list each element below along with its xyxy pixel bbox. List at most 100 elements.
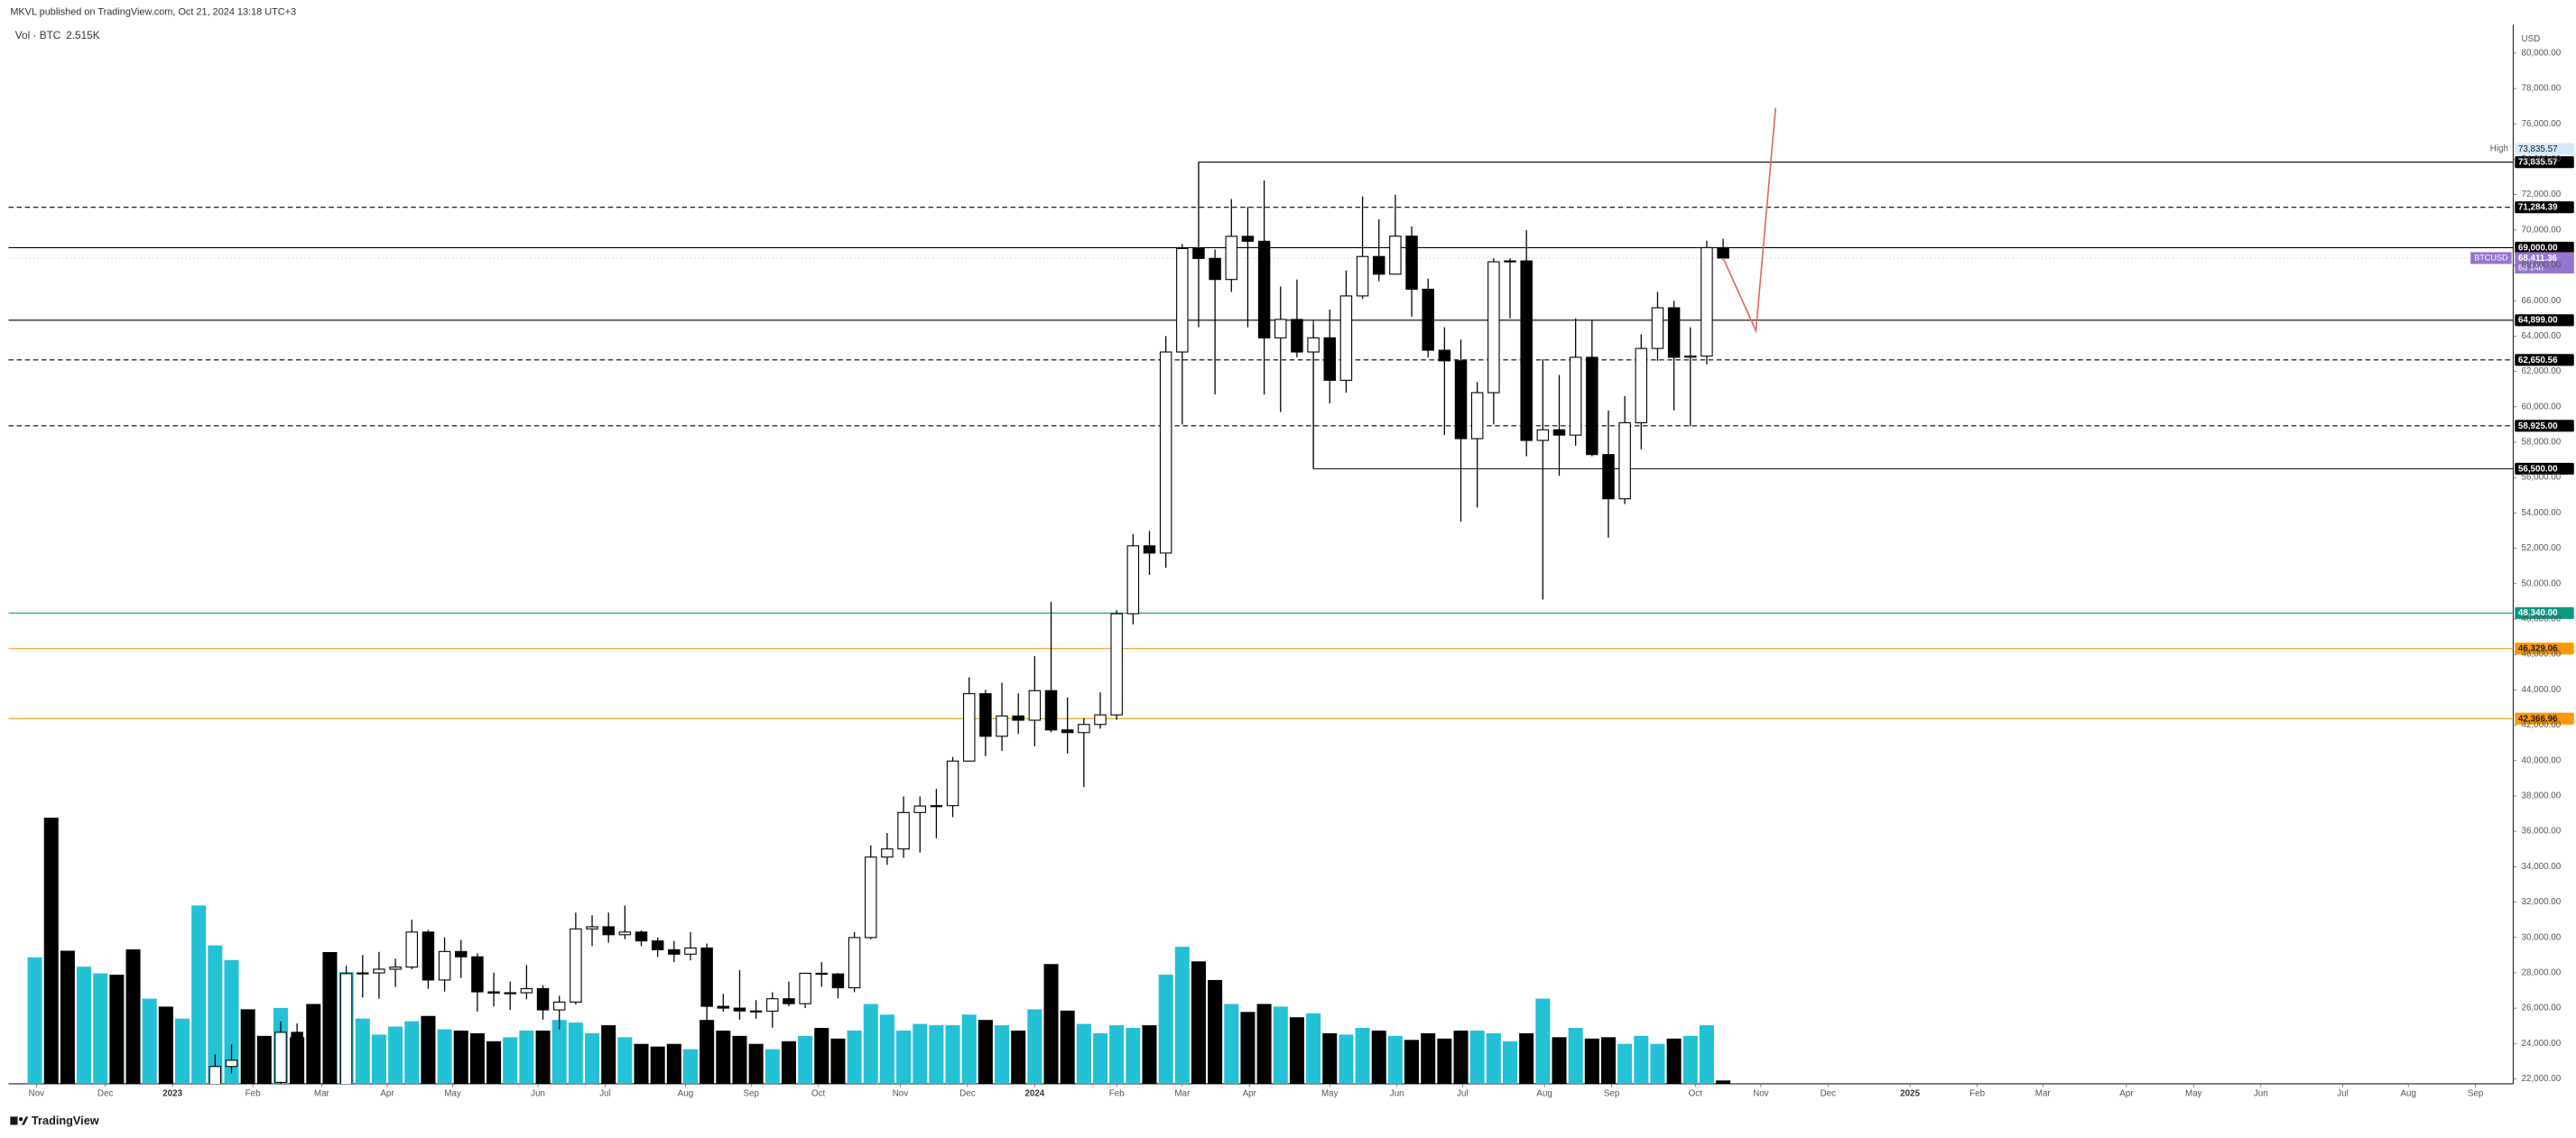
candle-body: [1291, 319, 1303, 353]
volume-bar: [1617, 1043, 1633, 1084]
volume-bar: [913, 1023, 928, 1084]
candle-body: [881, 848, 894, 858]
x-tick-label: Nov: [1753, 1088, 1769, 1098]
volume-bar: [43, 818, 59, 1084]
candle-body: [1012, 715, 1024, 721]
volume-bar: [879, 1014, 894, 1084]
volume-bar: [1486, 1032, 1501, 1084]
volume-bar: [208, 945, 223, 1084]
volume-bar: [1519, 1032, 1534, 1084]
candle-body: [1389, 236, 1402, 275]
y-tick-label: 62,000.00: [2522, 366, 2562, 376]
volume-bar: [1421, 1032, 1436, 1084]
y-tick-label: 26,000.00: [2522, 1004, 2562, 1013]
y-tick-label: 48,000.00: [2522, 615, 2562, 625]
volume-bar: [634, 1043, 649, 1084]
candle-body: [1323, 337, 1336, 381]
y-tick-label: 54,000.00: [2522, 508, 2562, 518]
volume-bar: [27, 957, 42, 1084]
x-tick-label: Apr: [1243, 1088, 1257, 1098]
volume-bar: [1339, 1034, 1354, 1084]
level-label: 73,835.57: [2518, 158, 2558, 168]
volume-bar: [814, 1028, 829, 1084]
volume-bar: [748, 1043, 764, 1084]
candle-body: [865, 856, 877, 939]
level-label-box: [2515, 420, 2574, 432]
volume-bar: [322, 951, 338, 1084]
candle-body: [455, 950, 468, 958]
candle-body: [1454, 360, 1468, 439]
candle-body: [668, 948, 681, 955]
y-tick-label: 74,000.00: [2522, 154, 2562, 164]
volume-bar: [1256, 1004, 1272, 1084]
candle-body: [1667, 307, 1681, 358]
volume-bar: [1355, 1028, 1370, 1084]
x-tick-label: Sep: [743, 1088, 759, 1098]
candle-body: [291, 1032, 303, 1052]
y-tick-label: 72,000.00: [2522, 190, 2562, 199]
x-tick-label: Jun: [531, 1088, 545, 1098]
candle-body: [208, 1066, 222, 1084]
candle-body: [1487, 261, 1500, 393]
volume-bar: [1060, 1010, 1075, 1084]
candle-body: [241, 1059, 255, 1063]
candle-body: [1044, 689, 1058, 731]
volume-bar: [682, 1049, 698, 1084]
volume-bar: [830, 1038, 846, 1084]
volume-bar: [764, 1049, 780, 1084]
x-tick-label: Mar: [314, 1088, 330, 1098]
y-tick-label: 42,000.00: [2522, 720, 2562, 730]
candle-body: [1717, 246, 1729, 259]
candle-body: [815, 972, 829, 976]
candle-body: [1536, 429, 1550, 441]
y-tick-label: 52,000.00: [2522, 543, 2562, 553]
volume-bar: [421, 1015, 436, 1084]
volume-bar: [585, 1032, 600, 1084]
candle-body: [536, 987, 550, 1011]
level-label-box: [2515, 643, 2574, 655]
volume-bar: [1634, 1035, 1649, 1084]
y-tick-label: 32,000.00: [2522, 897, 2562, 907]
volume-bar: [1716, 1080, 1731, 1084]
candle-body: [733, 1007, 746, 1012]
volume-bar: [404, 1021, 420, 1084]
candle-body: [1618, 421, 1631, 500]
volume-bar: [355, 1018, 370, 1084]
level-label-box: [2515, 712, 2574, 725]
volume-bar: [1322, 1032, 1338, 1084]
volume-bar: [1273, 1006, 1288, 1084]
candle-body: [799, 972, 811, 1004]
candle-body: [1569, 356, 1582, 436]
volume-bar: [863, 1004, 878, 1084]
volume-bar: [847, 1030, 862, 1084]
high-label: 73,835.57: [2518, 144, 2558, 154]
volume-bar: [469, 1032, 485, 1084]
x-tick-label: Aug: [678, 1088, 693, 1098]
candle-body: [274, 1032, 287, 1083]
x-tick-label: Jun: [1390, 1088, 1404, 1098]
volume-bar: [1699, 1025, 1714, 1084]
y-tick-label: 46,000.00: [2522, 650, 2562, 660]
volume-bar: [1666, 1038, 1682, 1084]
x-tick-label: Apr: [380, 1088, 394, 1098]
candle-body: [520, 987, 533, 994]
candle-body: [1094, 714, 1107, 726]
y-tick-label: 24,000.00: [2522, 1039, 2562, 1049]
candle-body: [1422, 288, 1434, 351]
x-tick-label: Nov: [893, 1088, 909, 1098]
volume-bar: [1371, 1030, 1386, 1084]
volume-bar: [191, 905, 207, 1084]
volume-bar: [1174, 947, 1190, 1084]
volume-bar: [1011, 1030, 1026, 1084]
y-tick-label: 28,000.00: [2522, 967, 2562, 977]
candle-body: [1339, 295, 1353, 381]
candle-body: [1635, 347, 1648, 423]
volume-bar: [388, 1026, 403, 1084]
candle-body: [339, 973, 353, 1084]
volume-bar: [535, 1030, 551, 1084]
volume-bar: [1650, 1043, 1665, 1084]
candle-body: [1176, 247, 1189, 353]
volume-bar: [503, 1037, 518, 1084]
volume-bar: [1126, 1028, 1141, 1084]
candle-body: [1126, 545, 1140, 615]
